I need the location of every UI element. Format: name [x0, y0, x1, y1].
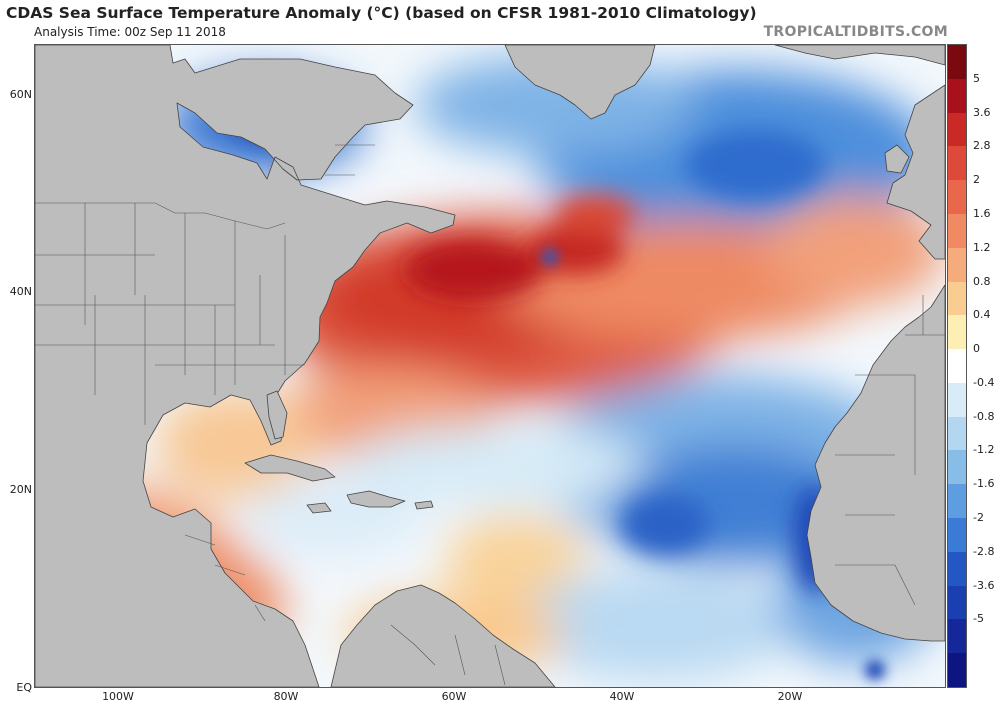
colorbar-tick-label: 2 — [973, 173, 980, 187]
colorbar-tick-label: 5 — [973, 71, 980, 85]
colorbar-segment — [948, 247, 966, 283]
colorbar-tick-label: 2.8 — [973, 139, 991, 153]
latitude-label-eq: EQ — [16, 681, 32, 694]
longitude-label-40w: 40W — [609, 690, 635, 703]
colorbar-segment — [948, 518, 966, 553]
colorbar-segment — [948, 416, 966, 451]
colorbar-tick-label: 0 — [973, 342, 980, 356]
colorbar-segment — [948, 653, 966, 688]
colorbar-segment — [948, 450, 966, 485]
colorbar-segment — [948, 213, 966, 249]
longitude-label-60w: 60W — [441, 690, 467, 703]
latitude-label-40n: 40N — [9, 285, 32, 298]
colorbar-segment — [948, 349, 966, 384]
colorbar-segment — [948, 382, 966, 418]
latitude-label-20n: 20N — [9, 483, 32, 496]
colorbar-tick-label: -2.8 — [973, 544, 995, 558]
colorbar — [947, 44, 967, 688]
colorbar-tick-label: -1.2 — [973, 443, 995, 457]
colorbar-segment — [948, 551, 966, 587]
colorbar-segment — [948, 315, 966, 350]
colorbar-tick-label: -5 — [973, 612, 984, 626]
colorbar-segment — [948, 146, 966, 181]
colorbar-tick-label: -0.4 — [973, 375, 995, 389]
colorbar-segment — [948, 45, 966, 80]
longitude-label-80w: 80W — [273, 690, 299, 703]
colorbar-tick-label: -0.8 — [973, 409, 995, 423]
colorbar-segment — [948, 78, 966, 114]
colorbar-segment — [948, 281, 966, 316]
longitude-label-100w: 100W — [102, 690, 134, 703]
colorbar-tick-label: -3.6 — [973, 578, 995, 592]
sst-anomaly-map — [34, 44, 946, 688]
map-title: CDAS Sea Surface Temperature Anomaly (°C… — [6, 4, 757, 22]
colorbar-tick-label: -2 — [973, 511, 984, 525]
colorbar-segment — [948, 484, 966, 519]
colorbar-segment — [948, 180, 966, 215]
colorbar-segment — [948, 112, 966, 147]
colorbar-tick-label: 0.8 — [973, 274, 991, 288]
colorbar-tick-label: -1.6 — [973, 477, 995, 491]
latitude-label-60n: 60N — [9, 88, 32, 101]
colorbar-segment — [948, 585, 966, 620]
credit-watermark: TROPICALTIDBITS.COM — [763, 24, 948, 40]
longitude-label-20w: 20W — [777, 690, 803, 703]
colorbar-tick-label: 0.4 — [973, 308, 991, 322]
political-borders — [35, 144, 945, 686]
analysis-time: Analysis Time: 00z Sep 11 2018 — [34, 25, 226, 39]
land-masses — [35, 45, 945, 687]
colorbar-tick-label: 1.2 — [973, 240, 991, 254]
colorbar-tick-label: 3.6 — [973, 105, 991, 119]
colorbar-tick-label: 1.6 — [973, 206, 991, 220]
colorbar-segment — [948, 619, 966, 654]
